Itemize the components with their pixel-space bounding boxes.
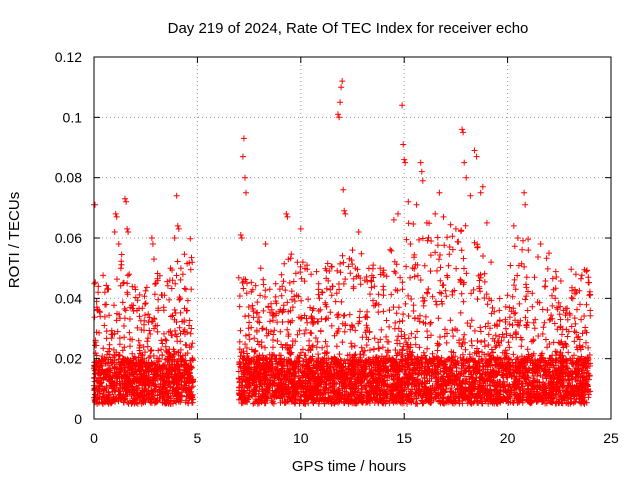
y-tick-label: 0.04	[55, 290, 82, 306]
x-axis-ticks: 0 5 10 15 20 25	[90, 57, 619, 446]
x-tick-label: 10	[293, 430, 309, 446]
x-tick-label: 15	[396, 430, 412, 446]
y-tick-label: 0.1	[63, 109, 83, 125]
data-points	[91, 78, 594, 407]
x-tick-label: 0	[90, 430, 98, 446]
chart-title: Day 219 of 2024, Rate Of TEC Index for r…	[168, 20, 529, 37]
x-tick-label: 5	[194, 430, 202, 446]
x-tick-label: 25	[603, 430, 619, 446]
y-tick-label: 0.06	[55, 230, 82, 246]
y-axis-title: ROTI / TECUs	[6, 192, 23, 288]
x-axis-title: GPS time / hours	[292, 458, 406, 475]
y-tick-label: 0.08	[55, 170, 82, 186]
grid-lines	[94, 57, 611, 419]
y-axis-ticks: 0 0.02 0.04 0.06 0.08 0.1 0.12	[55, 49, 611, 427]
y-tick-label: 0.12	[55, 49, 82, 65]
y-tick-label: 0.02	[55, 351, 82, 367]
x-tick-label: 20	[500, 430, 516, 446]
roti-point-markers	[91, 78, 594, 407]
y-tick-label: 0	[74, 411, 82, 427]
